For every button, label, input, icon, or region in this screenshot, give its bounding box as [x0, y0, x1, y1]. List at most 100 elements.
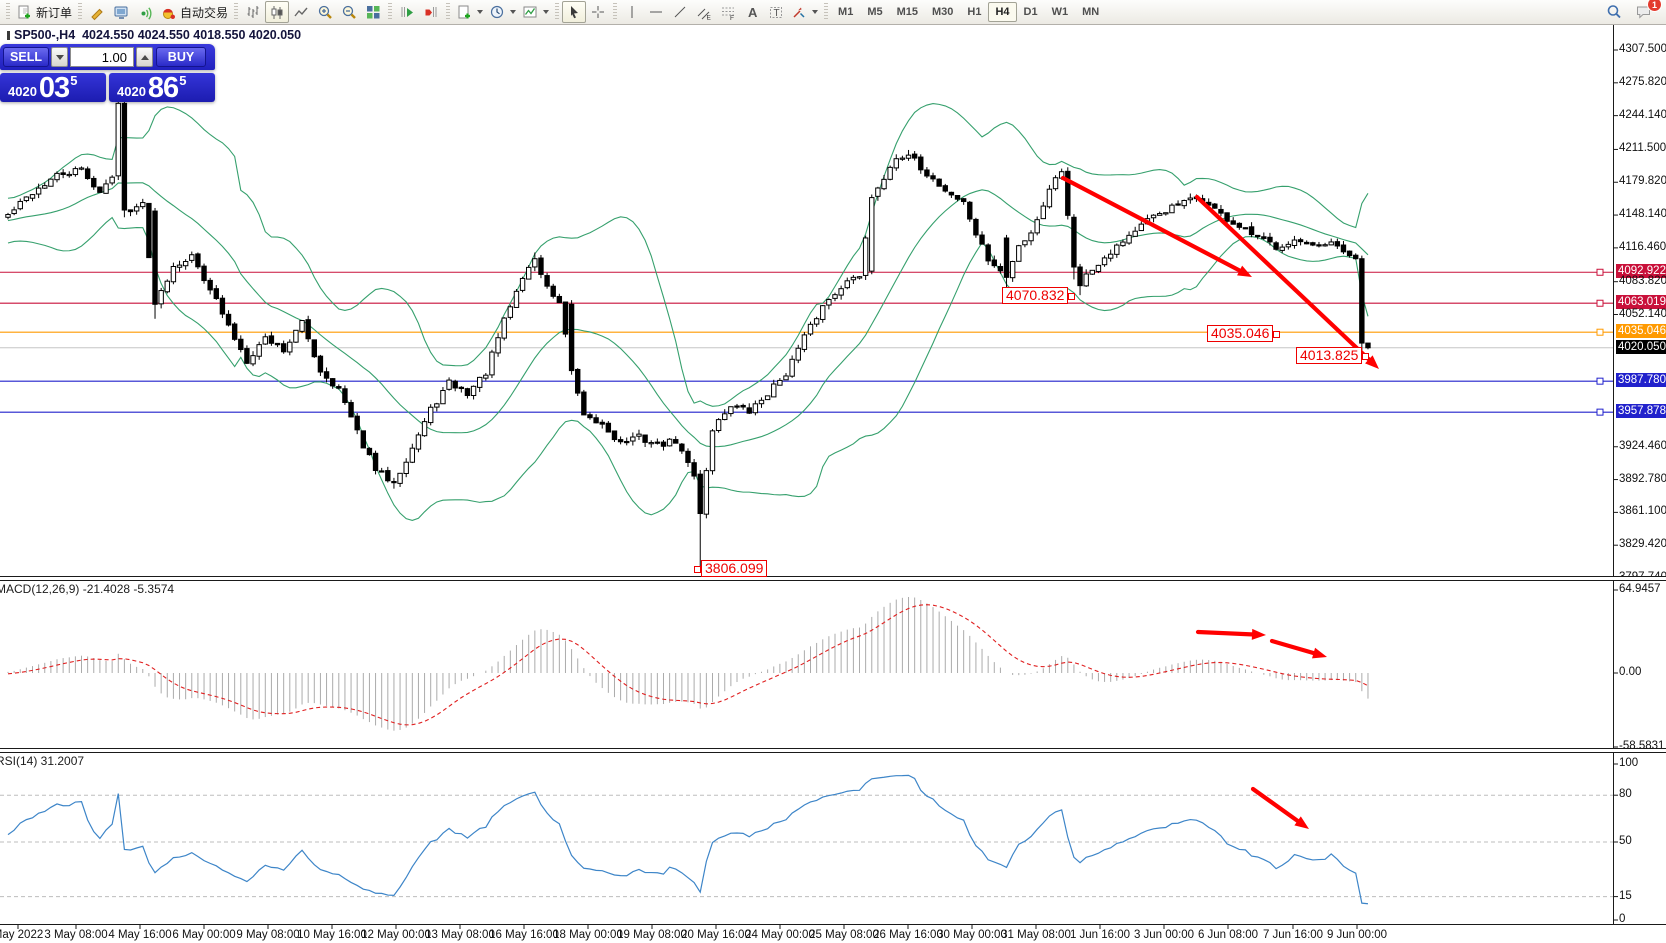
- search-button[interactable]: [1602, 1, 1626, 23]
- notifications-button[interactable]: 1: [1632, 0, 1662, 23]
- time-axis-label: 19 May 08:00: [617, 929, 687, 941]
- price-tick-label: 3861.100: [1619, 505, 1666, 518]
- macd-axis-label: 64.9457: [1619, 583, 1661, 595]
- new-chart-button[interactable]: [453, 1, 486, 23]
- svg-text:A: A: [748, 5, 758, 20]
- time-axis-label: 3 May 08:00: [44, 929, 108, 941]
- time-axis-label: 7 Jun 16:00: [1262, 929, 1324, 941]
- price-level-label: 4063.019: [1616, 295, 1666, 310]
- chevron-down-icon: [543, 10, 550, 14]
- price-annotation-label[interactable]: 4070.832: [1002, 287, 1076, 304]
- macd-rsi-splitter[interactable]: [0, 748, 1666, 753]
- indicators-button[interactable]: [519, 1, 552, 23]
- toolbar-group-handle: [824, 3, 829, 21]
- auto-scroll-button[interactable]: [395, 1, 419, 23]
- zoom-in-button[interactable]: [313, 1, 337, 23]
- fibonacci-button[interactable]: F: [716, 1, 740, 23]
- timeframe-m30-button[interactable]: M30: [925, 2, 960, 22]
- rsi-axis-label: 100: [1619, 757, 1639, 769]
- vertical-line-button[interactable]: [620, 1, 644, 23]
- new-chart-icon: [456, 4, 473, 21]
- price-annotation-label[interactable]: 4035.046: [1207, 325, 1281, 342]
- new-order-button-label: 新订单: [36, 5, 73, 20]
- chart-title-text: SP500-,H4 4024.550 4024.550 4018.550 402…: [14, 28, 302, 42]
- timeframe-w1-button[interactable]: W1: [1045, 2, 1076, 22]
- price-tick-label: 4307.500: [1619, 43, 1666, 55]
- timeframe-m1-button[interactable]: M1: [831, 2, 860, 22]
- arrows-button[interactable]: [788, 1, 821, 23]
- toolbar: 新订单 自动交易 E F A T M1 M5 M15 M30 H1 H4 D1 W1 MN 1: [0, 0, 1666, 25]
- autotrading-icon: [160, 4, 177, 21]
- price-tick-label: 4244.140: [1619, 108, 1666, 121]
- annotation-anchor-icon: [1273, 330, 1281, 338]
- cursor-button[interactable]: [562, 1, 587, 23]
- line-chart-button[interactable]: [289, 1, 313, 23]
- price-annotation-label[interactable]: 4013.825: [1296, 347, 1370, 364]
- tile-windows-button[interactable]: [361, 1, 385, 23]
- volume-input[interactable]: [70, 47, 134, 67]
- time-axis-label: 1 Jun 16:00: [1069, 929, 1131, 941]
- price-tick-label: 4211.500: [1619, 142, 1666, 155]
- sell-price[interactable]: 4020 03 5: [0, 73, 106, 102]
- time-axis-label: 6 May 00:00: [172, 929, 236, 941]
- timeframe-d1-button[interactable]: D1: [1017, 2, 1045, 22]
- buy-button[interactable]: BUY: [156, 47, 206, 67]
- profiles-button[interactable]: [486, 1, 519, 23]
- svg-text:T: T: [773, 8, 779, 19]
- sell-button[interactable]: SELL: [3, 47, 49, 67]
- crosshair-button[interactable]: [586, 1, 610, 23]
- clock-icon: [489, 4, 506, 21]
- price-tick-label: 4148.140: [1619, 208, 1666, 221]
- volume-decrease-button[interactable]: [51, 47, 68, 67]
- autotrading-button[interactable]: 自动交易: [157, 1, 231, 23]
- timeframe-h4-button[interactable]: H4: [988, 2, 1017, 22]
- volume-increase-button[interactable]: [136, 47, 153, 67]
- price-tick-label: 3829.420: [1619, 538, 1666, 551]
- bars-icon: [245, 4, 262, 21]
- horizontal-line-button[interactable]: [644, 1, 668, 23]
- notification-badge: 1: [1647, 0, 1662, 12]
- triangle-up-icon: [140, 54, 149, 60]
- candlestick-chart-button[interactable]: [265, 1, 290, 23]
- price-tick-label: 4179.820: [1619, 175, 1666, 188]
- arrows-icon: [791, 4, 808, 21]
- rsi-axis-label: 0: [1619, 913, 1626, 925]
- time-axis-label: 18 May 00:00: [553, 929, 623, 941]
- timeframe-m15-button[interactable]: M15: [890, 2, 925, 22]
- text-label-button[interactable]: T: [764, 1, 788, 23]
- price-annotation-label[interactable]: 3806.099: [694, 560, 768, 577]
- new-order-icon: [16, 4, 33, 21]
- rsi-axis-label: 50: [1619, 835, 1632, 847]
- time-axis-label: 26 May 16:00: [873, 929, 943, 941]
- chart-shift-button[interactable]: [419, 1, 443, 23]
- linechart-icon: [293, 4, 310, 21]
- time-axis-label: 6 Jun 08:00: [1197, 929, 1259, 941]
- buy-price[interactable]: 4020 86 5: [109, 73, 215, 102]
- text-button[interactable]: A: [740, 1, 764, 23]
- timeframe-h1-button[interactable]: H1: [960, 2, 988, 22]
- toolbar-group-handle: [234, 3, 239, 21]
- buy-price-big: 86: [147, 71, 179, 104]
- metaeditor-button[interactable]: [85, 1, 109, 23]
- timeframe-mn-button[interactable]: MN: [1075, 2, 1106, 22]
- time-axis-label: 13 May 08:00: [425, 929, 495, 941]
- pencil-icon: [89, 4, 106, 21]
- annotation-anchor-icon: [1362, 352, 1370, 360]
- signal-icon: [137, 4, 154, 21]
- timeframe-m5-button[interactable]: M5: [860, 2, 889, 22]
- market-watch-button[interactable]: [109, 1, 133, 23]
- zoom-out-button[interactable]: [337, 1, 361, 23]
- toolbar-group-handle: [388, 3, 393, 21]
- new-order-button[interactable]: 新订单: [13, 1, 75, 23]
- autoscroll-icon: [399, 4, 416, 21]
- main-macd-splitter[interactable]: [0, 576, 1666, 581]
- trendline-button[interactable]: [668, 1, 692, 23]
- trade-panel-prices: 4020 03 5 4020 86 5: [0, 73, 215, 102]
- bar-chart-button[interactable]: [241, 1, 265, 23]
- zoom-out-icon: [341, 4, 358, 21]
- equidistant-channel-button[interactable]: E: [692, 1, 716, 23]
- signals-button[interactable]: [133, 1, 157, 23]
- text-a-icon: A: [744, 4, 761, 21]
